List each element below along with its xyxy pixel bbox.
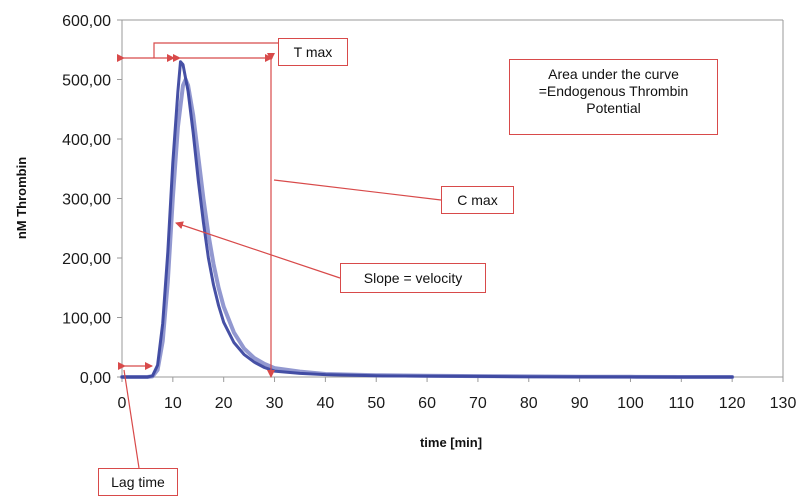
y-tick-label: 100,00: [62, 311, 111, 328]
auc-label: Area under the curve =Endogenous Thrombi…: [509, 59, 718, 135]
x-tick-label: 40: [316, 395, 334, 412]
c-max-label: C max: [441, 186, 514, 214]
y-tick-label: 300,00: [62, 192, 111, 209]
x-tick-label: 20: [215, 395, 233, 412]
y-axis-title: nM Thrombin: [14, 157, 29, 239]
x-tick-label: 50: [367, 395, 385, 412]
lag-time-connector: [123, 369, 140, 469]
lag-time-label: Lag time: [98, 468, 178, 496]
x-tick-label: 130: [770, 395, 797, 412]
y-tick-label: 600,00: [62, 13, 111, 30]
x-tick-label: 120: [719, 395, 746, 412]
series-layer: [120, 60, 735, 379]
annotation-lines: [117, 42, 442, 469]
x-tick-label: 90: [571, 395, 589, 412]
slope-arrow: [175, 221, 341, 279]
x-tick-label: 80: [520, 395, 538, 412]
auc-line-3: Potential: [586, 100, 641, 116]
auc-line-1: Area under the curve: [548, 66, 679, 82]
x-tick-label: 110: [669, 395, 695, 412]
axes-layer: 0,00 100,00 200,00 300,00 400,00 500,00 600,00…: [62, 13, 796, 412]
auc-line-2: =Endogenous Thrombin: [538, 83, 689, 99]
x-tick-label: 10: [164, 395, 182, 412]
x-tick-label: 30: [266, 395, 284, 412]
x-axis-title: time [min]: [420, 435, 482, 450]
y-tick-label: 500,00: [62, 73, 111, 90]
x-tick-label: 0: [118, 395, 127, 412]
t-max-bracket: [153, 42, 278, 58]
y-tick-label: 400,00: [62, 132, 111, 149]
x-tick-label: 100: [617, 395, 644, 412]
slope-label: Slope = velocity: [340, 263, 486, 293]
y-tick-label: 0,00: [80, 370, 111, 387]
c-max-connector: [273, 179, 442, 201]
x-tick-label: 70: [469, 395, 487, 412]
y-tick-label: 200,00: [62, 251, 111, 268]
t-max-label: T max: [278, 38, 348, 66]
x-tick-label: 60: [418, 395, 436, 412]
series-line-dark: [120, 60, 734, 379]
